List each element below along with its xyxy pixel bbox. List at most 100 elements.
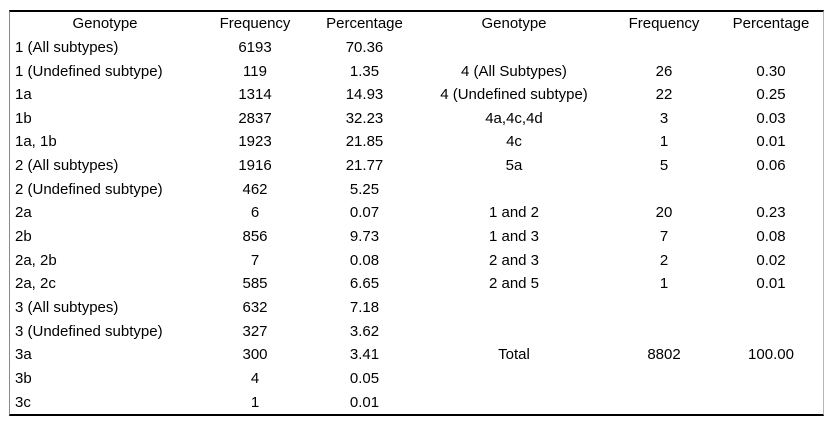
frequency-cell: 5 [659, 157, 669, 175]
genotype-cell: 3 (All subtypes) [15, 298, 119, 316]
table-row: 1 and 3 7 0.08 [419, 225, 823, 249]
frequency-cell: 1923 [238, 133, 272, 151]
percentage-cell: 0.03 [756, 109, 786, 127]
percentage-cell [719, 390, 823, 414]
percentage-cell: 0.01 [756, 275, 786, 293]
frequency-cell: 1 [659, 275, 669, 293]
percentage-cell: 70.36 [345, 38, 384, 56]
table-row: 1 (All subtypes) 6193 70.36 [10, 36, 419, 60]
table-row: 3a 300 3.41 [10, 343, 419, 367]
genotype-table-right: Genotype Frequency Percentage 4 (All Sub… [419, 12, 823, 414]
percentage-cell: 3.62 [349, 322, 380, 340]
frequency-cell [609, 36, 719, 60]
table-row: 2 and 3 2 0.02 [419, 248, 823, 272]
frequency-cell: 119 [243, 62, 267, 80]
table-row: 4c 1 0.01 [419, 130, 823, 154]
table-row [419, 177, 823, 201]
percentage-cell: 0.06 [756, 157, 786, 175]
table-row: 3 (All subtypes) 632 7.18 [10, 296, 419, 320]
percentage-cell: 0.23 [756, 204, 786, 222]
column-header-percentage: Percentage [732, 15, 810, 33]
frequency-cell: 8802 [647, 346, 681, 364]
table-row: 1a, 1b 1923 21.85 [10, 130, 419, 154]
header-row: Genotype Frequency Percentage [10, 12, 419, 36]
table-row: 3c 1 0.01 [10, 390, 419, 414]
frequency-cell: 6193 [238, 38, 272, 56]
table-row: 1 and 2 20 0.23 [419, 201, 823, 225]
frequency-cell: 3 [659, 109, 669, 127]
table-row: 2 (Undefined subtype) 462 5.25 [10, 177, 419, 201]
frequency-cell: 327 [242, 322, 268, 340]
genotype-cell: 3c [15, 393, 31, 411]
table-row: 2b 856 9.73 [10, 225, 419, 249]
percentage-cell: 100.00 [748, 346, 794, 364]
frequency-cell [609, 319, 719, 343]
genotype-cell: 3a [15, 346, 32, 364]
percentage-cell: 14.93 [345, 86, 384, 104]
percentage-cell [719, 36, 823, 60]
frequency-cell: 1314 [238, 86, 272, 104]
genotype-cell: 5a [505, 157, 523, 175]
genotype-cell: 4 (Undefined subtype) [440, 86, 588, 104]
genotype-cell: 3 (Undefined subtype) [15, 322, 163, 340]
frequency-cell: 2 [659, 251, 669, 269]
percentage-cell: 3.41 [349, 346, 380, 364]
table-row: 4a,4c,4d 3 0.03 [419, 107, 823, 131]
table-row: 3b 4 0.05 [10, 367, 419, 391]
genotype-cell [419, 177, 609, 201]
frequency-cell [609, 390, 719, 414]
genotype-cell: 2a, 2b [15, 251, 57, 269]
genotype-cell: 2b [15, 228, 32, 246]
genotype-cell: 1a [15, 86, 32, 104]
genotype-cell: 1 and 2 [488, 204, 540, 222]
table-row [419, 296, 823, 320]
column-header-genotype: Genotype [481, 15, 547, 33]
percentage-cell: 32.23 [345, 109, 384, 127]
genotype-frequency-table: Genotype Frequency Percentage 1 (All sub… [9, 10, 824, 416]
frequency-cell: 20 [655, 204, 673, 222]
column-header-percentage: Percentage [326, 15, 403, 33]
table-row: 4 (Undefined subtype) 22 0.25 [419, 83, 823, 107]
genotype-cell: 1 (All subtypes) [15, 38, 119, 56]
genotype-cell: 2a, 2c [15, 275, 56, 293]
frequency-cell: 26 [655, 62, 673, 80]
percentage-cell: 0.01 [349, 393, 380, 411]
genotype-cell: Total [498, 346, 530, 364]
percentage-cell: 0.07 [349, 204, 380, 222]
genotype-cell: 2 and 5 [488, 275, 540, 293]
genotype-cell [419, 296, 609, 320]
frequency-cell: 7 [659, 228, 669, 246]
table-row: 1b 2837 32.23 [10, 107, 419, 131]
table-row: 2a 6 0.07 [10, 201, 419, 225]
table-row: 3 (Undefined subtype) 327 3.62 [10, 319, 419, 343]
genotype-cell [419, 367, 609, 391]
percentage-cell: 7.18 [349, 298, 380, 316]
percentage-cell [719, 296, 823, 320]
genotype-cell: 1 (Undefined subtype) [15, 62, 163, 80]
percentage-cell: 9.73 [349, 228, 380, 246]
genotype-cell: 1 and 3 [488, 228, 540, 246]
percentage-cell: 0.02 [756, 251, 786, 269]
genotype-cell: 2 and 3 [488, 251, 540, 269]
genotype-cell: 1a, 1b [15, 133, 57, 151]
table-row [419, 319, 823, 343]
percentage-cell: 0.05 [349, 369, 380, 387]
genotype-cell: 4 (All Subtypes) [461, 62, 567, 80]
percentage-cell: 0.25 [756, 86, 786, 104]
table-row: 1 (Undefined subtype) 119 1.35 [10, 59, 419, 83]
percentage-cell: 6.65 [349, 275, 380, 293]
frequency-cell: 856 [242, 228, 268, 246]
column-header-frequency: Frequency [628, 15, 700, 33]
table-row: 1a 1314 14.93 [10, 83, 419, 107]
table-row: 2a, 2c 585 6.65 [10, 272, 419, 296]
frequency-cell: 6 [250, 204, 260, 222]
table-row: 2 and 5 1 0.01 [419, 272, 823, 296]
table-body-left: 1 (All subtypes) 6193 70.36 1 (Undefined su… [10, 36, 419, 414]
frequency-cell: 22 [655, 86, 673, 104]
column-header-frequency: Frequency [219, 15, 291, 33]
frequency-cell [609, 367, 719, 391]
table-row: 5a 5 0.06 [419, 154, 823, 178]
genotype-cell: 4c [506, 133, 522, 151]
frequency-cell [609, 177, 719, 201]
